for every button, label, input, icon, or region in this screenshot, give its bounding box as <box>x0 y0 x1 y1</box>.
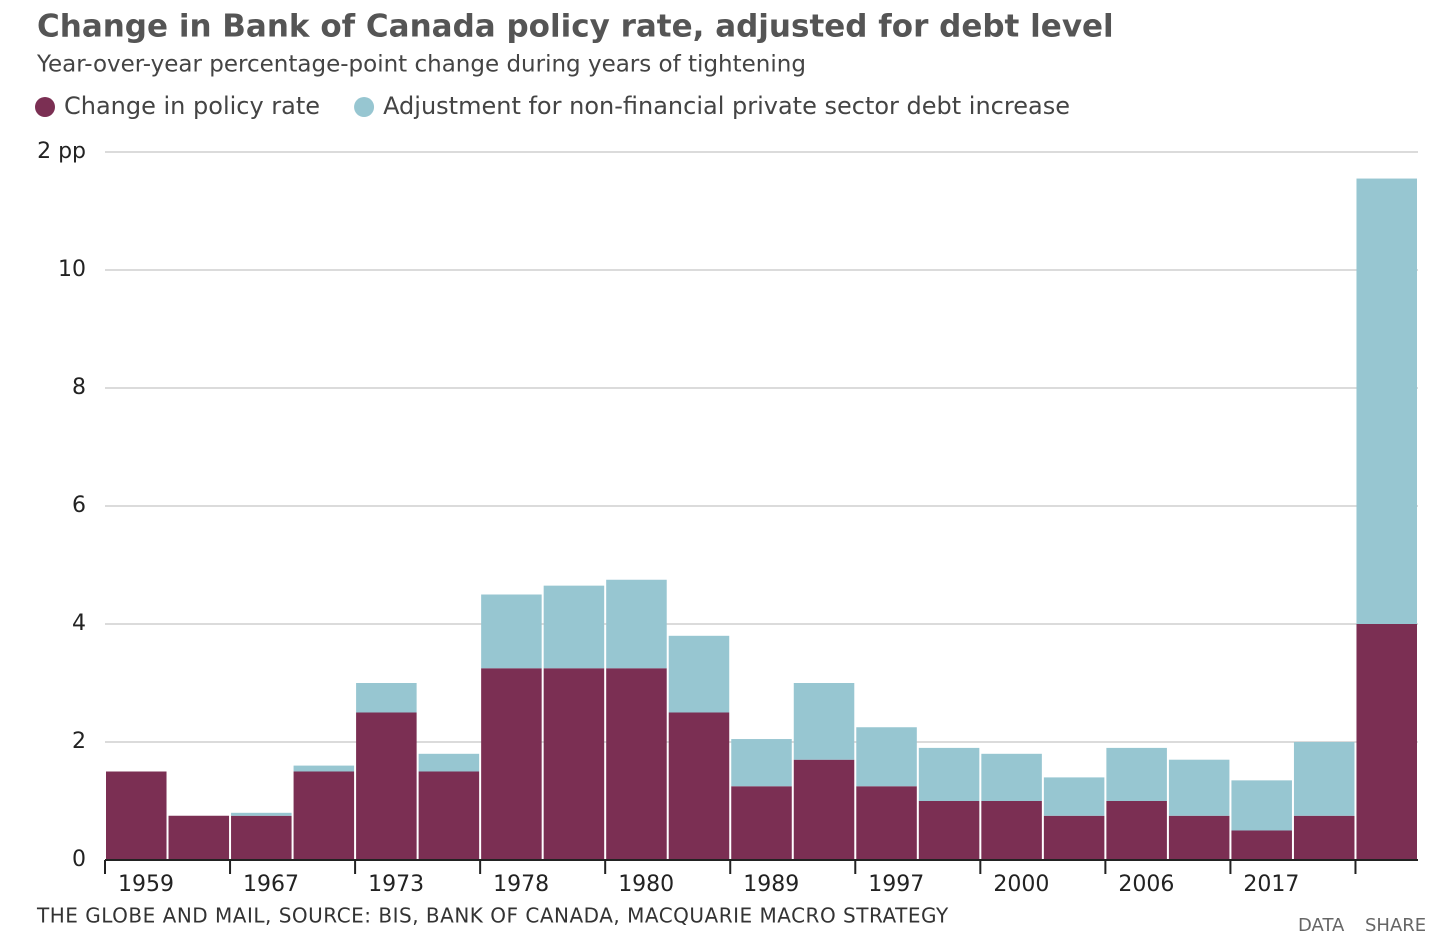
source-note: THE GLOBE AND MAIL, SOURCE: BIS, BANK OF… <box>36 904 949 928</box>
y-tick-label: 4 <box>72 611 86 636</box>
bar-segment <box>231 812 292 816</box>
bar-segment <box>918 801 980 860</box>
x-tick-label: 2017 <box>1243 872 1299 897</box>
bar-segment <box>293 771 355 860</box>
y-tick-label: 0 <box>72 847 86 872</box>
bar-segment <box>1356 624 1417 860</box>
bar-segment <box>668 712 730 860</box>
bar-segment <box>606 668 667 860</box>
bar-segment <box>793 683 855 760</box>
x-tick-label: 1980 <box>618 872 674 897</box>
bar-segment <box>356 712 417 860</box>
bar-segment <box>1293 742 1355 816</box>
bar-segment <box>1231 780 1292 831</box>
x-tick-label: 2000 <box>993 872 1049 897</box>
legend-label: Adjustment for non-financial private sec… <box>383 92 1070 120</box>
share-button[interactable]: SHARE <box>1365 915 1426 936</box>
bar-segment <box>1293 815 1355 860</box>
bar-segment <box>106 771 167 860</box>
bar-segment <box>981 801 1042 860</box>
x-tick-label: 1989 <box>743 872 799 897</box>
bar-segment <box>543 668 605 860</box>
bar-segment <box>1043 815 1105 860</box>
y-tick-label: 6 <box>72 493 86 518</box>
bar-segment <box>856 786 917 860</box>
x-tick-label: 1967 <box>243 872 299 897</box>
bar-segment <box>418 771 480 860</box>
chart-subtitle: Year-over-year percentage-point change d… <box>36 52 806 78</box>
chart-title: Change in Bank of Canada policy rate, ad… <box>37 9 1114 45</box>
bar-segment <box>1356 178 1417 625</box>
bar-segment <box>168 815 230 860</box>
y-tick-label: 2 <box>72 729 86 754</box>
bar-segment <box>231 815 292 860</box>
bar-segment <box>481 594 542 669</box>
bar-segment <box>1168 759 1230 816</box>
x-tick-label: 1959 <box>118 872 174 897</box>
bar-segment <box>731 786 792 860</box>
bar-segment <box>418 753 480 772</box>
bar-segment <box>606 579 667 669</box>
bar-segment <box>793 759 855 860</box>
legend-swatch <box>35 97 55 117</box>
bar-segment <box>1168 815 1230 860</box>
bar-segment <box>731 739 792 787</box>
bar-segment <box>668 635 730 713</box>
bar-segment <box>1106 801 1167 860</box>
x-tick-label: 2006 <box>1118 872 1174 897</box>
bar-segment <box>1231 830 1292 860</box>
bar-segment <box>1043 777 1105 816</box>
bar-segment <box>918 747 980 801</box>
bar-segment <box>356 683 417 713</box>
y-tick-label: 8 <box>72 375 86 400</box>
x-tick-label: 1997 <box>868 872 924 897</box>
bar-segment <box>293 765 355 772</box>
x-tick-label: 1973 <box>368 872 424 897</box>
y-tick-label: 2 pp <box>37 139 86 164</box>
bar-segment <box>981 753 1042 801</box>
bar-segment <box>543 585 605 669</box>
x-tick-label: 1978 <box>493 872 549 897</box>
bar-segment <box>481 668 542 860</box>
legend-label: Change in policy rate <box>64 92 320 120</box>
bar-segment <box>856 727 917 787</box>
y-tick-label: 10 <box>58 257 86 282</box>
data-button[interactable]: DATA <box>1298 915 1345 936</box>
bar-segment <box>1106 747 1167 801</box>
legend-swatch <box>354 97 375 117</box>
